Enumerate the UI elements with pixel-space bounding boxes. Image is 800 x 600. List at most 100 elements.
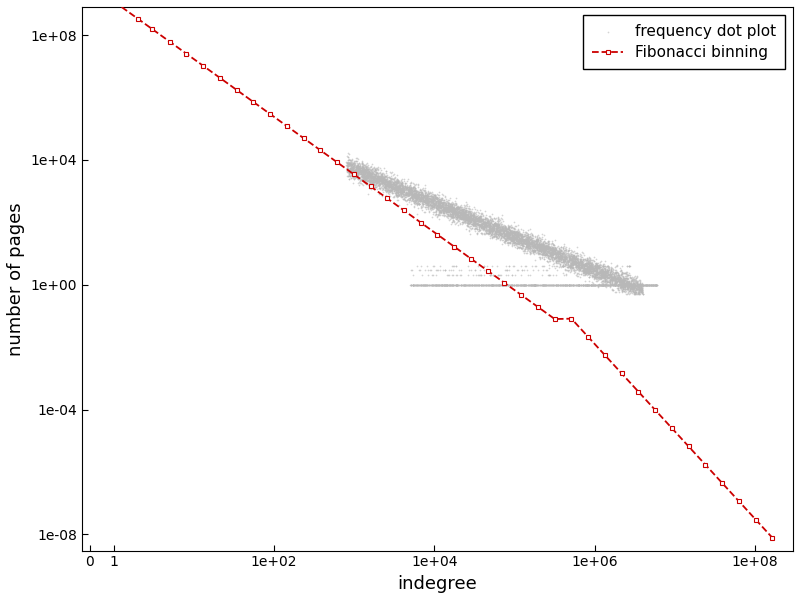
frequency dot plot <box>387 179 400 189</box>
frequency dot plot <box>527 248 540 257</box>
frequency dot plot <box>446 265 459 275</box>
frequency dot plot <box>626 279 639 289</box>
frequency dot plot <box>466 215 479 224</box>
frequency dot plot <box>549 246 562 256</box>
frequency dot plot <box>631 280 644 290</box>
frequency dot plot <box>561 266 574 276</box>
frequency dot plot <box>563 248 576 257</box>
frequency dot plot <box>502 230 514 239</box>
frequency dot plot <box>581 260 594 270</box>
frequency dot plot <box>503 230 516 240</box>
frequency dot plot <box>546 245 558 254</box>
frequency dot plot <box>634 286 646 295</box>
frequency dot plot <box>415 193 428 203</box>
frequency dot plot <box>489 234 502 244</box>
frequency dot plot <box>370 178 383 188</box>
frequency dot plot <box>402 191 415 200</box>
frequency dot plot <box>599 270 612 280</box>
frequency dot plot <box>486 223 499 233</box>
frequency dot plot <box>365 165 378 175</box>
frequency dot plot <box>538 241 550 251</box>
frequency dot plot <box>502 231 515 241</box>
frequency dot plot <box>411 196 424 206</box>
frequency dot plot <box>475 280 488 290</box>
frequency dot plot <box>585 280 598 290</box>
frequency dot plot <box>381 187 394 196</box>
frequency dot plot <box>389 190 402 200</box>
frequency dot plot <box>477 218 490 227</box>
frequency dot plot <box>406 194 419 204</box>
frequency dot plot <box>362 174 375 184</box>
frequency dot plot <box>457 214 470 223</box>
frequency dot plot <box>479 219 492 229</box>
frequency dot plot <box>383 182 396 191</box>
frequency dot plot <box>493 280 506 290</box>
frequency dot plot <box>363 164 376 173</box>
frequency dot plot <box>603 278 616 287</box>
frequency dot plot <box>455 206 468 215</box>
frequency dot plot <box>442 199 454 209</box>
frequency dot plot <box>380 176 393 185</box>
frequency dot plot <box>490 221 502 231</box>
frequency dot plot <box>418 196 431 205</box>
frequency dot plot <box>584 260 597 270</box>
frequency dot plot <box>481 226 494 236</box>
frequency dot plot <box>370 185 383 194</box>
frequency dot plot <box>482 228 495 238</box>
frequency dot plot <box>591 260 604 270</box>
frequency dot plot <box>508 239 521 248</box>
frequency dot plot <box>343 171 356 181</box>
frequency dot plot <box>451 211 464 221</box>
frequency dot plot <box>352 162 365 172</box>
frequency dot plot <box>458 217 470 227</box>
frequency dot plot <box>620 284 633 294</box>
frequency dot plot <box>438 208 450 218</box>
frequency dot plot <box>513 238 526 247</box>
frequency dot plot <box>509 233 522 242</box>
frequency dot plot <box>382 179 394 188</box>
frequency dot plot <box>390 186 403 196</box>
frequency dot plot <box>467 209 480 218</box>
frequency dot plot <box>463 216 476 226</box>
frequency dot plot <box>430 199 442 208</box>
frequency dot plot <box>461 212 474 221</box>
frequency dot plot <box>526 280 538 290</box>
frequency dot plot <box>579 256 592 266</box>
frequency dot plot <box>390 184 402 193</box>
frequency dot plot <box>366 178 379 188</box>
frequency dot plot <box>610 280 622 290</box>
frequency dot plot <box>474 280 487 290</box>
frequency dot plot <box>571 280 584 290</box>
frequency dot plot <box>610 274 623 283</box>
frequency dot plot <box>470 216 483 226</box>
frequency dot plot <box>430 280 443 290</box>
frequency dot plot <box>541 241 554 250</box>
frequency dot plot <box>631 271 644 281</box>
frequency dot plot <box>622 280 634 290</box>
frequency dot plot <box>435 207 448 217</box>
frequency dot plot <box>562 280 575 290</box>
frequency dot plot <box>638 280 650 290</box>
frequency dot plot <box>405 199 418 208</box>
frequency dot plot <box>602 269 615 279</box>
frequency dot plot <box>351 163 364 173</box>
frequency dot plot <box>505 233 518 242</box>
frequency dot plot <box>606 274 618 283</box>
frequency dot plot <box>407 187 420 196</box>
frequency dot plot <box>538 249 551 259</box>
frequency dot plot <box>490 229 503 238</box>
frequency dot plot <box>461 209 474 219</box>
frequency dot plot <box>534 246 547 256</box>
frequency dot plot <box>496 221 509 231</box>
frequency dot plot <box>584 268 597 277</box>
frequency dot plot <box>350 166 363 176</box>
frequency dot plot <box>597 265 610 275</box>
frequency dot plot <box>405 196 418 205</box>
frequency dot plot <box>501 224 514 233</box>
frequency dot plot <box>487 224 500 234</box>
frequency dot plot <box>577 268 590 277</box>
frequency dot plot <box>429 193 442 203</box>
frequency dot plot <box>590 262 603 272</box>
frequency dot plot <box>342 149 355 158</box>
frequency dot plot <box>369 170 382 179</box>
